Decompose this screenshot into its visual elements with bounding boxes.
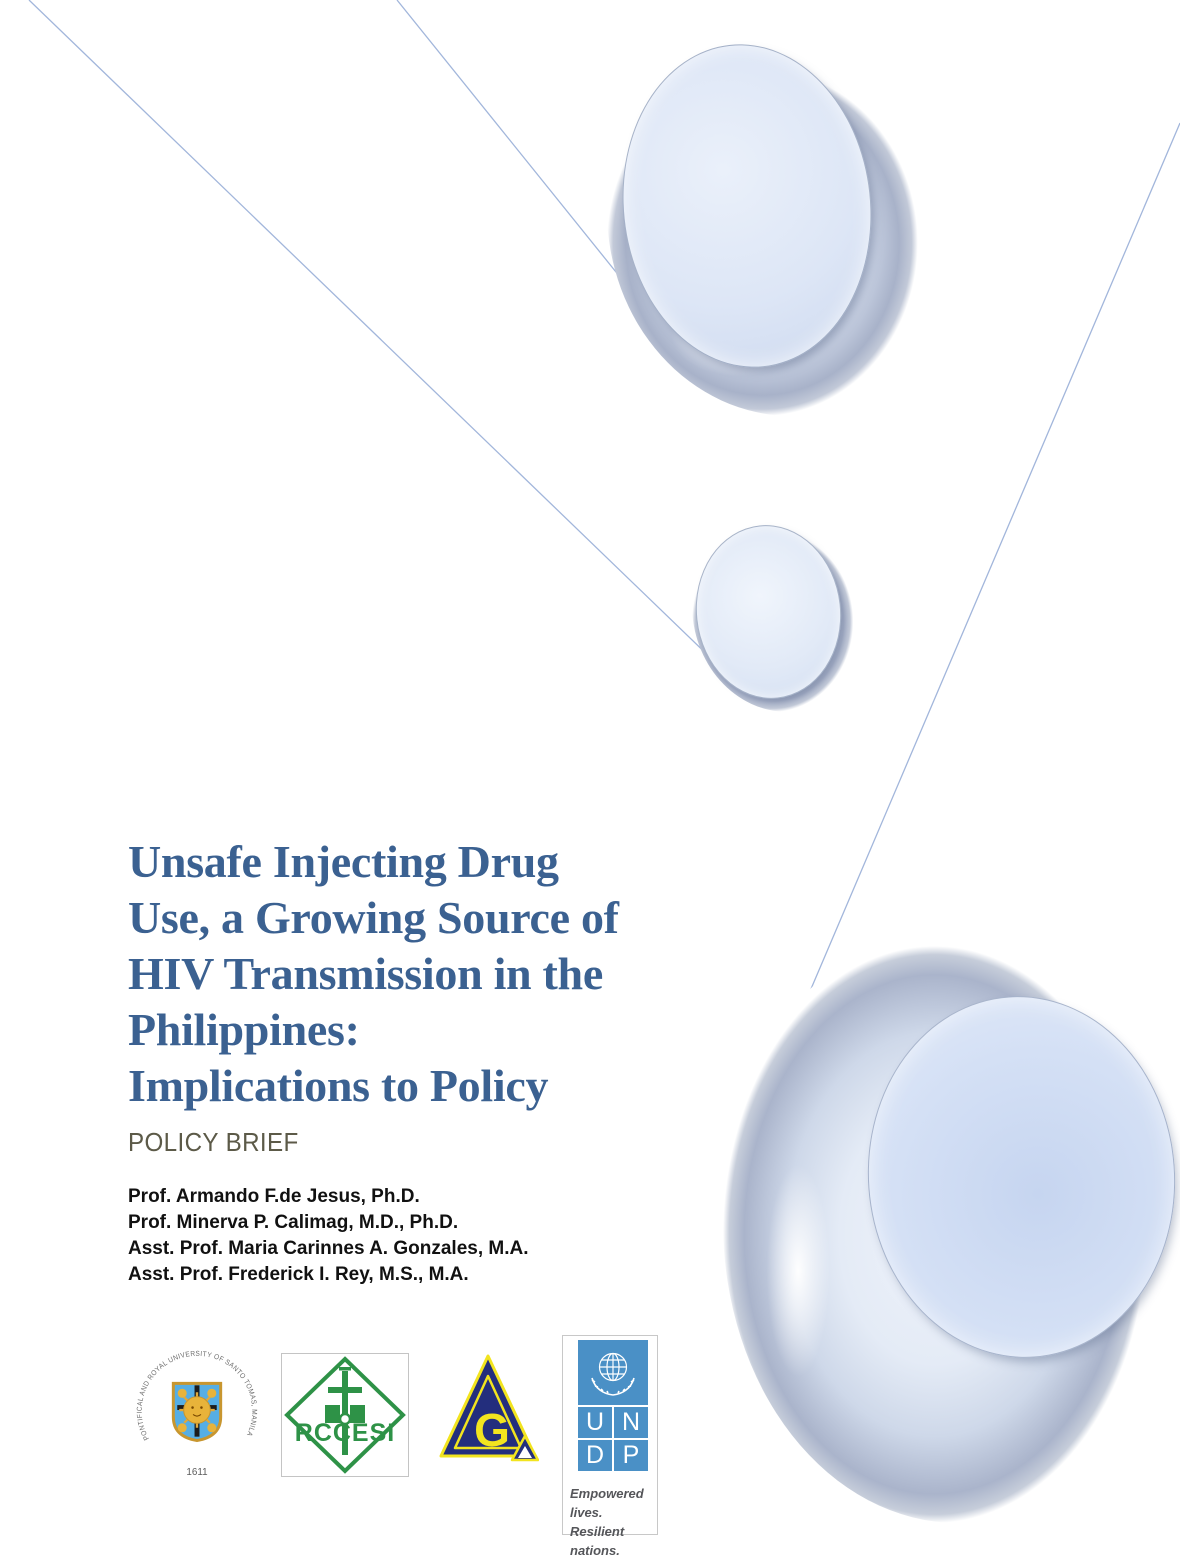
- undp-tagline-line: Empowered lives.: [570, 1486, 644, 1520]
- seal-corner-emblem: [207, 1388, 217, 1398]
- disc-face: [606, 31, 888, 381]
- sun-eye: [191, 1406, 194, 1409]
- author-name: Asst. Prof. Maria Carinnes A. Gonzales, …: [128, 1238, 529, 1259]
- rccesi-diamond: [284, 1356, 406, 1474]
- undp-logo: U N D P Empowered lives. Resilient natio…: [562, 1335, 658, 1558]
- undp-letter: P: [614, 1440, 648, 1471]
- seal-corner-emblem: [177, 1388, 187, 1398]
- rccesi-logo: RCCESI: [281, 1353, 409, 1477]
- sun-mouth: [192, 1414, 202, 1417]
- ust-sun-icon: [179, 1392, 215, 1428]
- disc-face: [855, 985, 1180, 1369]
- authors-list: Prof. Armando F.de Jesus, Ph.D. Prof. Mi…: [128, 1184, 529, 1288]
- rccesi-orb: [338, 1412, 352, 1426]
- title-line: Unsafe Injecting Drug: [128, 836, 559, 887]
- lga-inner-triangle: [453, 1374, 523, 1450]
- un-emblem-icon: [578, 1340, 648, 1405]
- rccesi-acronym: RCCESI: [295, 1419, 395, 1447]
- undp-letter: N: [614, 1407, 648, 1438]
- decorative-disc-top: [606, 4, 977, 416]
- ust-year: 1611: [186, 1467, 207, 1478]
- author-name: Prof. Minerva P. Calimag, M.D., Ph.D.: [128, 1212, 459, 1233]
- undp-tagline: Empowered lives. Resilient nations.: [570, 1484, 657, 1560]
- lga-small-triangle-core: [518, 1446, 532, 1458]
- lga-letter: G: [474, 1404, 510, 1456]
- title-line: Implications to Policy: [128, 1060, 549, 1111]
- report-title: Unsafe Injecting Drug Use, a Growing Sou…: [128, 834, 748, 1114]
- ray-line-right: [801, 122, 1180, 1011]
- ray-line-left: [28, 0, 719, 666]
- title-line: Philippines:: [128, 1004, 360, 1055]
- undp-letter-grid: U N D P: [578, 1407, 648, 1471]
- undp-letter: D: [578, 1440, 612, 1471]
- decorative-disc-middle: [687, 497, 884, 712]
- seal-corner-emblem: [207, 1423, 217, 1433]
- undp-letter: U: [578, 1407, 612, 1438]
- author-name: Prof. Armando F.de Jesus, Ph.D.: [128, 1186, 420, 1207]
- policy-brief-label: POLICY BRIEF: [128, 1127, 299, 1157]
- decorative-disc-bottom: [723, 922, 1180, 1523]
- lga-logo: G: [439, 1354, 539, 1462]
- title-line: HIV Transmission in the: [128, 948, 603, 999]
- lga-triangle: [439, 1354, 537, 1458]
- ust-seal-logo: PONTIFICAL AND ROYAL UNIVERSITY OF SANTO…: [135, 1349, 259, 1478]
- undp-tagline-line: Resilient nations.: [570, 1524, 625, 1558]
- title-line: Use, a Growing Source of: [128, 892, 619, 943]
- author-name: Asst. Prof. Frederick I. Rey, M.S., M.A.: [128, 1264, 469, 1285]
- ray-line-center: [396, 0, 621, 278]
- seal-corner-emblem: [177, 1423, 187, 1433]
- sun-eye: [200, 1406, 203, 1409]
